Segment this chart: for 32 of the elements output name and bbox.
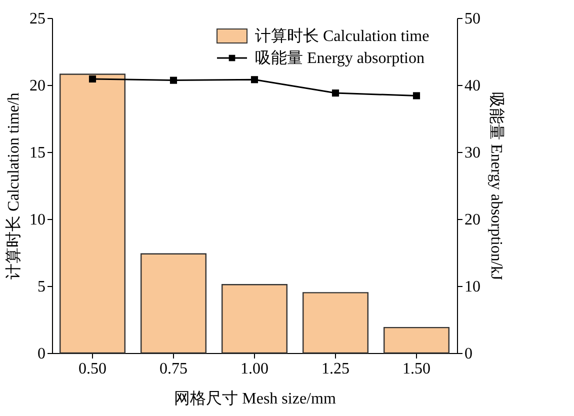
y-tick-label: 25 — [30, 10, 46, 28]
y-tick-label: 20 — [30, 78, 46, 94]
y-axis-title: 计算时长 Calculation time/h — [4, 92, 22, 280]
point — [412, 92, 420, 100]
y2-axis-title: 吸能量 Energy absorption/kJ — [488, 92, 506, 280]
x-tick-label: 0.50 — [78, 360, 106, 378]
legend-label: 吸能量 Energy absorption — [255, 49, 424, 67]
bar — [384, 326, 450, 354]
x-tick-label: 1.25 — [322, 360, 350, 378]
y2-tick-label: 30 — [464, 144, 480, 162]
y2-tick-label: 20 — [464, 212, 480, 228]
y-tick-label: 15 — [30, 144, 46, 162]
point — [332, 90, 340, 97]
y2-tick-label: 0 — [464, 346, 472, 362]
x-tick-label: 1.00 — [240, 360, 268, 378]
point — [88, 75, 96, 83]
y2-tick-label: 40 — [464, 78, 480, 94]
y2-tick-label: 50 — [464, 10, 480, 28]
bar — [302, 292, 368, 354]
x-tick-label: 0.75 — [160, 360, 188, 378]
y2-tick-label: 10 — [464, 278, 480, 296]
bar — [140, 253, 206, 354]
bar — [60, 74, 126, 354]
y-tick-label: 5 — [38, 278, 46, 296]
x-axis-title: 网格尺寸 Mesh size/mm — [174, 390, 336, 408]
point — [170, 76, 178, 84]
y-tick-label: 10 — [30, 212, 46, 228]
y-tick-label: 0 — [38, 346, 46, 362]
bar — [222, 284, 288, 354]
x-tick-label: 1.50 — [402, 360, 430, 378]
legend-label: 计算时长 Calculation time — [255, 27, 430, 45]
point — [250, 76, 258, 84]
